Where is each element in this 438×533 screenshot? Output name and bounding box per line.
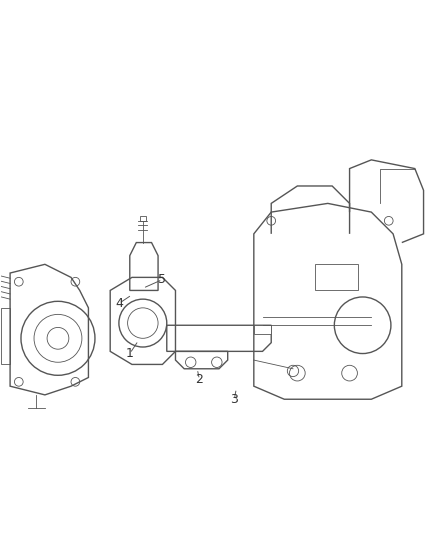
FancyBboxPatch shape (315, 264, 358, 290)
Text: 3: 3 (230, 393, 238, 406)
FancyBboxPatch shape (140, 215, 146, 221)
Text: 5: 5 (159, 273, 166, 286)
Text: 2: 2 (195, 373, 203, 386)
Text: 1: 1 (126, 347, 134, 360)
Text: 4: 4 (115, 297, 123, 310)
Polygon shape (254, 325, 271, 334)
